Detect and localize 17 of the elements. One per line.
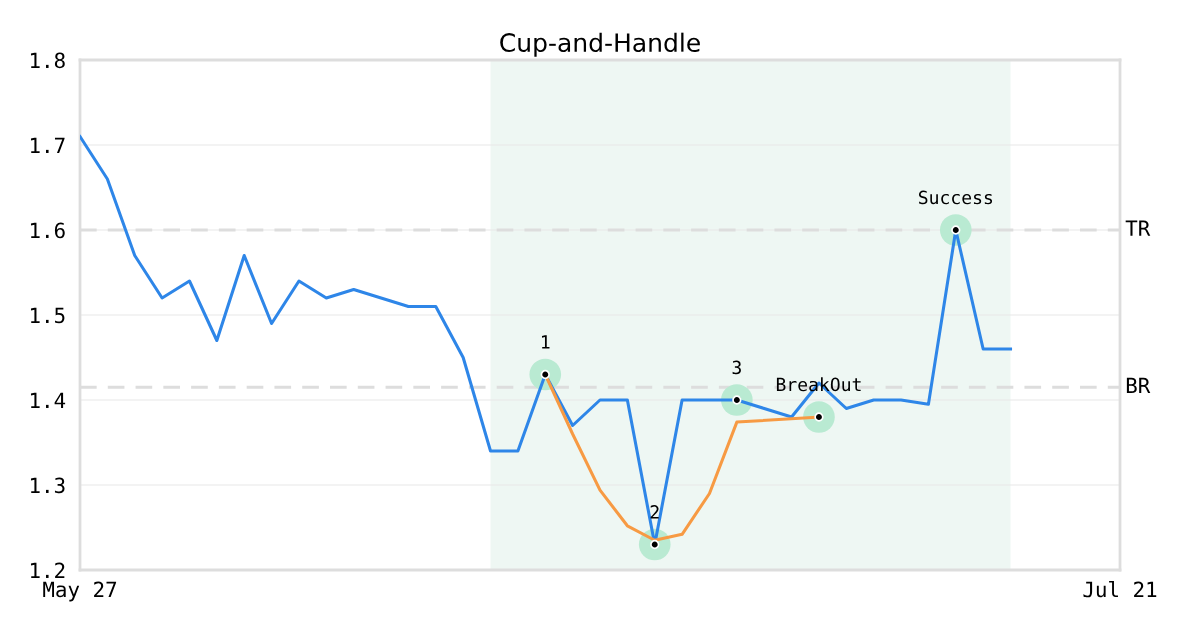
ref-line-label: TR	[1125, 220, 1151, 236]
y-tick-label: 1.6	[30, 222, 65, 239]
y-tick-label: 1.5	[30, 307, 65, 324]
y-tick-label: 1.3	[30, 477, 65, 494]
annotation: BreakOut	[776, 377, 861, 392]
y-tick-label: 1.2	[30, 562, 65, 578]
y-tick-label: 1.7	[30, 137, 65, 153]
annotation: 2	[650, 505, 659, 519]
chart-title: Cup-and-Handle	[500, 32, 700, 57]
y-tick-label: 1.4	[30, 392, 66, 408]
ref-line-label: BR	[1126, 377, 1151, 394]
annotation: Success	[918, 190, 993, 205]
y-tick-label: 1.8	[30, 52, 65, 69]
x-tick-label: May 27	[43, 581, 117, 602]
annotation: 1	[542, 335, 550, 349]
annotation: 3	[732, 360, 741, 375]
x-tick-label: Jul 21	[1083, 581, 1157, 598]
